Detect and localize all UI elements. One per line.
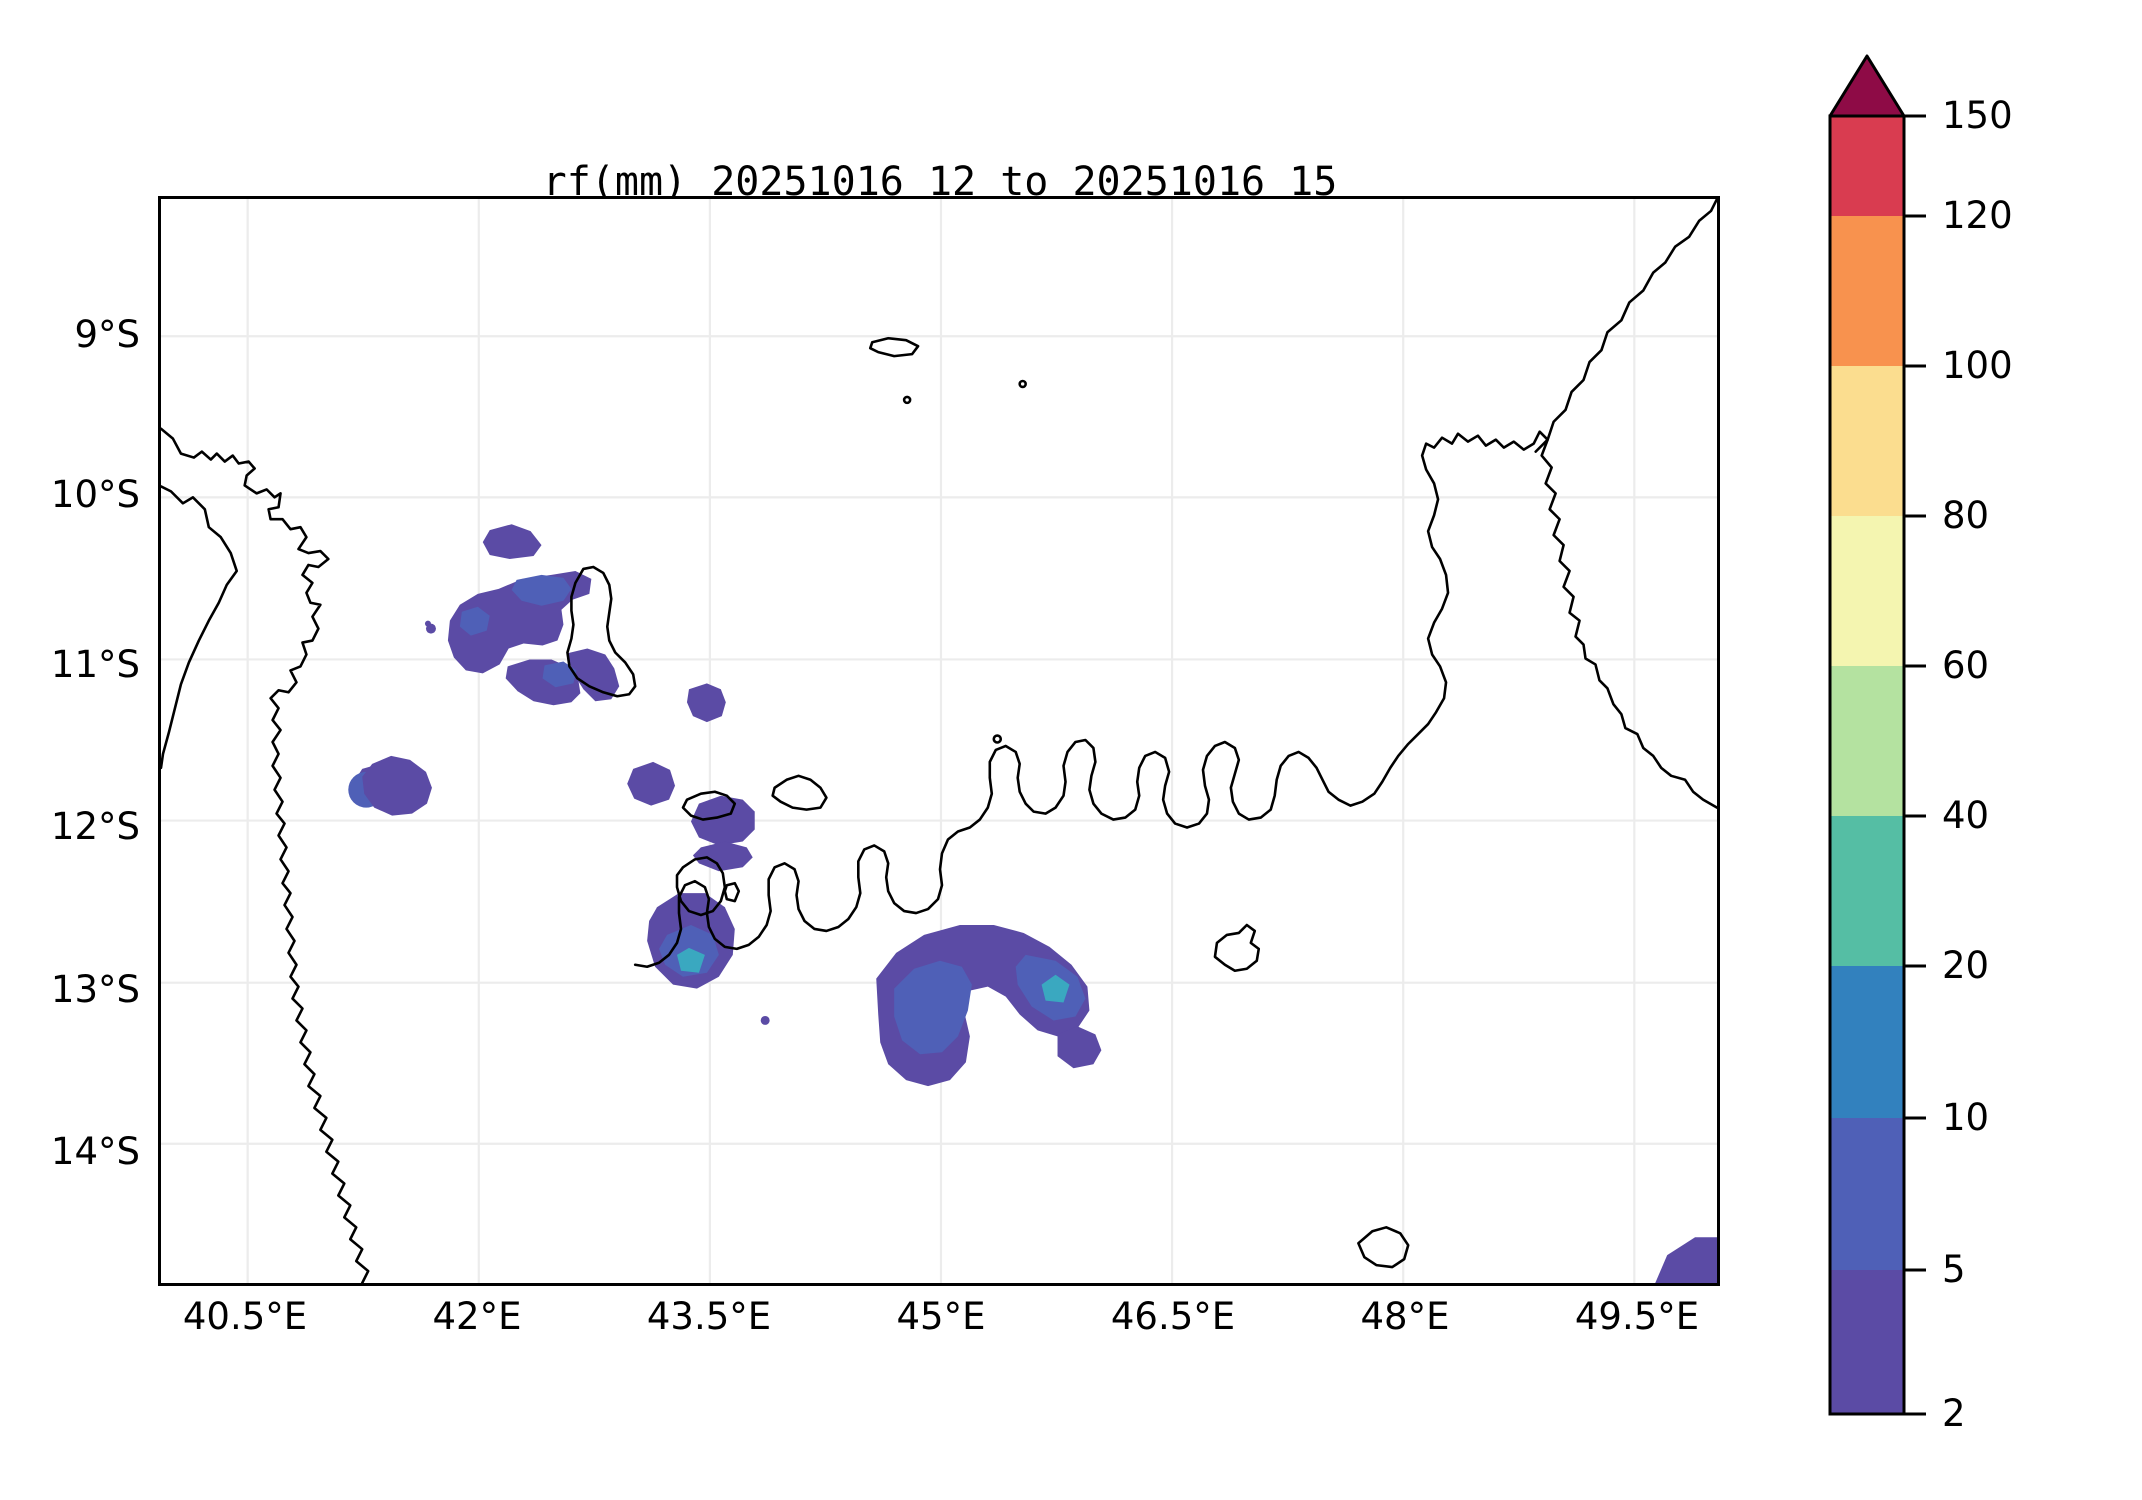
rain-patch-2to5-anjouan-s (362, 755, 432, 816)
coastline-madagascar-main (633, 430, 1717, 969)
colorbar-band-20-40 (1830, 816, 1904, 966)
rain-patch-2to5-grande-comore (482, 524, 542, 560)
coastline-aldabra (868, 336, 920, 358)
coastline-anjouan (771, 774, 828, 811)
coastline-moheli (681, 790, 737, 821)
coastline-madagascar-south-bay (1357, 1226, 1410, 1269)
rain-patch-2to5-dot-east (760, 1015, 770, 1025)
colorbar-label-20: 20 (1942, 944, 1990, 987)
colorbar-band-80-100 (1830, 366, 1904, 516)
colorbar-band-40-60 (1830, 666, 1904, 816)
colorbar-label-80: 80 (1942, 494, 1990, 537)
rain-patch-5to10-ngazidja-c (542, 661, 577, 688)
coastline-africa-inland-edge (161, 485, 239, 770)
coastline-mayotte-islet (723, 881, 741, 903)
xtick-label-42E: 42°E (432, 1295, 522, 1338)
colorbar-band-100-120 (1830, 216, 1904, 366)
rain-patch-2to5-offshore-tail (1057, 1026, 1102, 1069)
gridlines (161, 199, 1717, 1283)
xtick-label-46-5E: 46.5°E (1110, 1295, 1236, 1338)
rain-patch-2to5-dot-west (425, 623, 436, 634)
coastline-africa-east (161, 427, 370, 1283)
xtick-label-43-5E: 43.5°E (646, 1295, 772, 1338)
map-axes[interactable] (158, 196, 1720, 1286)
xtick-label-48E: 48°E (1360, 1295, 1450, 1338)
rain-patch-10to20-offshore-core (1041, 974, 1070, 1003)
colorbar-extend-arrow (1828, 54, 1906, 118)
rainfall-shading (348, 524, 1717, 1283)
colorbar-label-100: 100 (1942, 344, 2013, 387)
colorbar-outline (1828, 114, 1906, 1416)
ytick-label-11S: 11°S (50, 643, 140, 686)
rain-patch-5to10-offshore-arc-w (894, 960, 972, 1055)
coastline-islet-aldabra-e (902, 395, 912, 405)
colorbar-label-10: 10 (1942, 1096, 1990, 1139)
rain-patch-2to5-ngazidja-tail (566, 648, 620, 702)
colorbar-band-5-10 (1830, 1118, 1904, 1270)
colorbar-bands (1828, 54, 1926, 1416)
coastline-nosy-be (1213, 923, 1261, 973)
coastline-islet-assumption (1018, 379, 1027, 389)
colorbar-label-120: 120 (1942, 194, 2013, 237)
coastline-islet-glorioso (992, 734, 1003, 744)
rain-patch-2to5-anjouan-lower (690, 795, 755, 846)
colorbar-label-5: 5 (1942, 1248, 1966, 1291)
coastline-grande-comore (566, 565, 637, 698)
rain-patch-10to20-mayotte (677, 947, 705, 973)
colorbar-band-120-150 (1830, 116, 1904, 216)
colorbar[interactable]: 2 5 10 20 40 60 80 100 120 150 (1822, 48, 2122, 1448)
colorbar-ticks (1904, 114, 1926, 1416)
rain-patch-5to10-ngazidja-a (511, 574, 572, 606)
coastline-mayotte (675, 856, 727, 917)
ytick-label-9S: 9°S (74, 313, 140, 356)
ytick-label-12S: 12°S (50, 805, 140, 848)
coastlines (161, 199, 1717, 1283)
map-drawing (161, 199, 1717, 1283)
xtick-label-40-5E: 40.5°E (182, 1295, 308, 1338)
xtick-label-49-5E: 49.5°E (1574, 1295, 1700, 1338)
rain-patch-2to5-se-corner (1655, 1237, 1717, 1283)
ytick-label-13S: 13°S (50, 968, 140, 1011)
rain-patch-2to5-moheli (686, 683, 726, 723)
ytick-label-10S: 10°S (50, 473, 140, 516)
rain-patch-2to5-between (692, 841, 753, 872)
ytick-label-14S: 14°S (50, 1130, 140, 1173)
colorbar-label-150: 150 (1942, 94, 2013, 137)
colorbar-label-60: 60 (1942, 644, 1990, 687)
coastline-madagascar-nw (1534, 199, 1717, 453)
colorbar-band-60-80 (1830, 516, 1904, 666)
xtick-label-45E: 45°E (896, 1295, 986, 1338)
colorbar-band-10-20 (1830, 966, 1904, 1118)
colorbar-label-2: 2 (1942, 1392, 1966, 1435)
rain-patch-5to10-ngazidja-b (459, 606, 490, 636)
rain-patch-2to5-anjouan-n (627, 761, 676, 806)
colorbar-label-40: 40 (1942, 794, 1990, 837)
colorbar-band-2-5 (1830, 1270, 1904, 1414)
